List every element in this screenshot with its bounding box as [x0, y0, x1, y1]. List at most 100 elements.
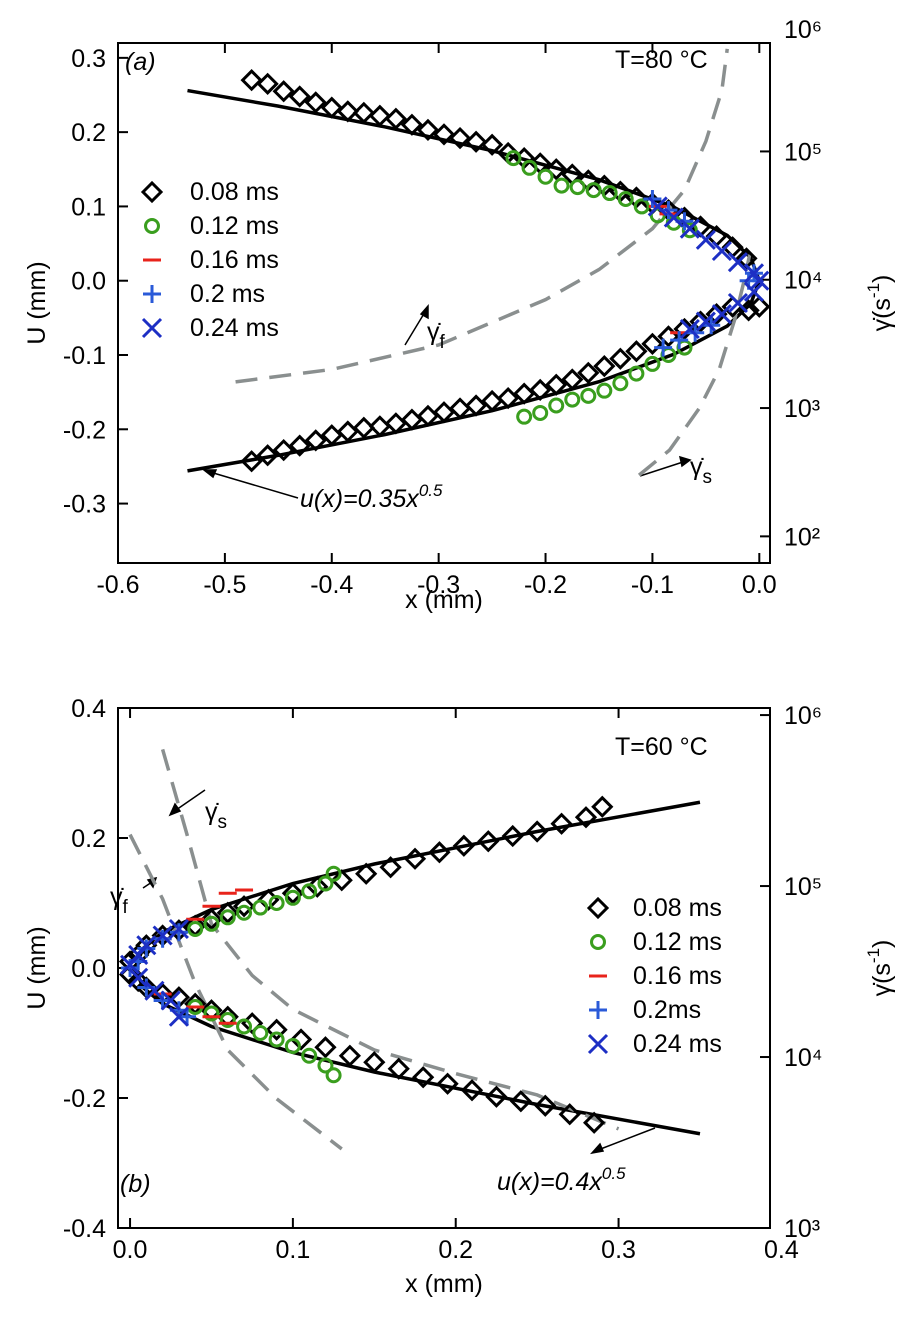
- x-tick-label: -0.1: [631, 571, 674, 599]
- marker-circle: [325, 865, 342, 882]
- y2-tick-label: 10⁴: [784, 1044, 823, 1072]
- marker-circle: [617, 191, 634, 207]
- marker-diamond: [288, 434, 311, 457]
- marker-circle: [268, 1031, 285, 1048]
- annotation: (a): [125, 48, 156, 76]
- marker-diamond: [705, 303, 728, 326]
- marker-circle: [236, 904, 253, 921]
- marker-diamond: [550, 812, 573, 835]
- marker-diamond: [689, 310, 712, 333]
- marker-diamond: [379, 856, 402, 879]
- rate-curve: [235, 48, 729, 384]
- x-axis-label: x (mm): [405, 1270, 483, 1298]
- y2-axis-label-sup: -1: [864, 283, 883, 298]
- marker-circle: [301, 883, 318, 900]
- marker-diamond: [657, 325, 680, 348]
- arrows: [142, 304, 692, 1155]
- y-tick-label: 0.0: [71, 955, 106, 983]
- marker-diamond: [314, 1036, 337, 1059]
- marker-x: [160, 990, 181, 1011]
- legend-label: 0.2ms: [633, 996, 701, 1024]
- marker-diamond: [625, 340, 648, 363]
- marker-circle: [317, 1057, 334, 1074]
- legend-label: 0.24 ms: [190, 314, 279, 342]
- annotation-sup: 0.5: [419, 481, 443, 500]
- marker-diamond: [240, 450, 263, 473]
- y2-axis-label-sup: -1: [864, 948, 883, 963]
- annotation-base: γ̇: [205, 798, 220, 826]
- legend-marker: [589, 1001, 607, 1019]
- y-axis-label: U (mm): [23, 926, 51, 1009]
- y-tick-label: 0.2: [71, 119, 106, 147]
- marker-diamond: [480, 133, 504, 156]
- marker-x: [727, 292, 748, 314]
- marker-circle: [516, 408, 533, 425]
- annotation-base: T=60 °C: [615, 733, 708, 761]
- annotation-sub: f: [123, 897, 129, 918]
- marker-x: [695, 311, 716, 332]
- legend-label: 0.12 ms: [633, 928, 722, 956]
- marker-circle: [252, 1025, 269, 1041]
- marker-diamond: [384, 107, 408, 130]
- plot-frame: [117, 42, 771, 564]
- marker-diamond: [509, 1090, 532, 1113]
- marker-diamond: [304, 429, 327, 452]
- marker-diamond: [416, 118, 440, 142]
- annotation: u(x)=0.35x0.5: [300, 481, 443, 513]
- marker-circle: [505, 150, 522, 167]
- x-axis-label: x (mm): [405, 586, 483, 614]
- annotation: T=60 °C: [615, 733, 708, 761]
- y-axis-label: U (mm): [23, 261, 51, 344]
- marker-diamond: [561, 368, 584, 391]
- marker-circle: [644, 355, 661, 372]
- marker-diamond: [363, 1051, 386, 1074]
- annotation-sub: s: [218, 812, 228, 833]
- marker-diamond: [673, 317, 696, 341]
- annotation-base: u(x)=0.4x: [497, 1168, 603, 1196]
- y-tick-label: 0.1: [71, 193, 106, 221]
- annotation-base: γ̇: [690, 453, 705, 481]
- marker-x: [743, 281, 765, 302]
- marker-diamond: [609, 347, 632, 370]
- legend-label: 0.16 ms: [190, 246, 279, 274]
- rate-curve: [160, 748, 620, 1131]
- marker-circle: [612, 375, 629, 392]
- x-tick-label: -0.3: [417, 571, 460, 599]
- marker-diamond: [460, 1079, 484, 1102]
- legend-label: 0.2 ms: [190, 280, 265, 308]
- legend-marker: [144, 218, 160, 234]
- annotation-base: γ̇: [110, 883, 125, 911]
- marker-diamond: [368, 104, 391, 127]
- y-tick-label: 0.0: [71, 268, 106, 296]
- y2-tick-label: 10⁵: [784, 873, 822, 901]
- y-tick-label: 0.3: [71, 45, 106, 73]
- marker-diamond: [748, 295, 771, 318]
- marker-x: [749, 270, 770, 291]
- annotation: T=80 °C: [615, 46, 708, 74]
- annotation-base: (a): [125, 48, 156, 76]
- marker-diamond: [545, 373, 568, 396]
- marker-diamond: [272, 438, 295, 462]
- marker-diamond: [477, 830, 500, 853]
- marker-diamond: [577, 361, 600, 384]
- marker-diamond: [428, 841, 451, 864]
- legend-label: 0.08 ms: [633, 894, 722, 922]
- x-tick-label: -0.4: [310, 571, 353, 599]
- annotation-base: (b): [120, 1170, 151, 1198]
- marker-diamond: [256, 444, 279, 467]
- marker-circle: [596, 382, 613, 399]
- annotation: (b): [120, 1170, 151, 1198]
- y2-axis-label: γ̇(s-1): [864, 940, 896, 997]
- marker-x: [168, 918, 189, 940]
- marker-circle: [203, 1005, 220, 1022]
- marker-diamond: [735, 247, 758, 270]
- marker-circle: [317, 875, 334, 892]
- x-tick-label: -0.6: [96, 571, 139, 599]
- marker-diamond: [452, 834, 475, 857]
- legend-marker: [140, 180, 164, 204]
- legend-marker: [141, 317, 163, 339]
- marker-x: [711, 304, 732, 325]
- marker-diamond: [436, 1072, 459, 1095]
- marker-plus: [670, 331, 689, 350]
- marker-plus: [169, 923, 188, 942]
